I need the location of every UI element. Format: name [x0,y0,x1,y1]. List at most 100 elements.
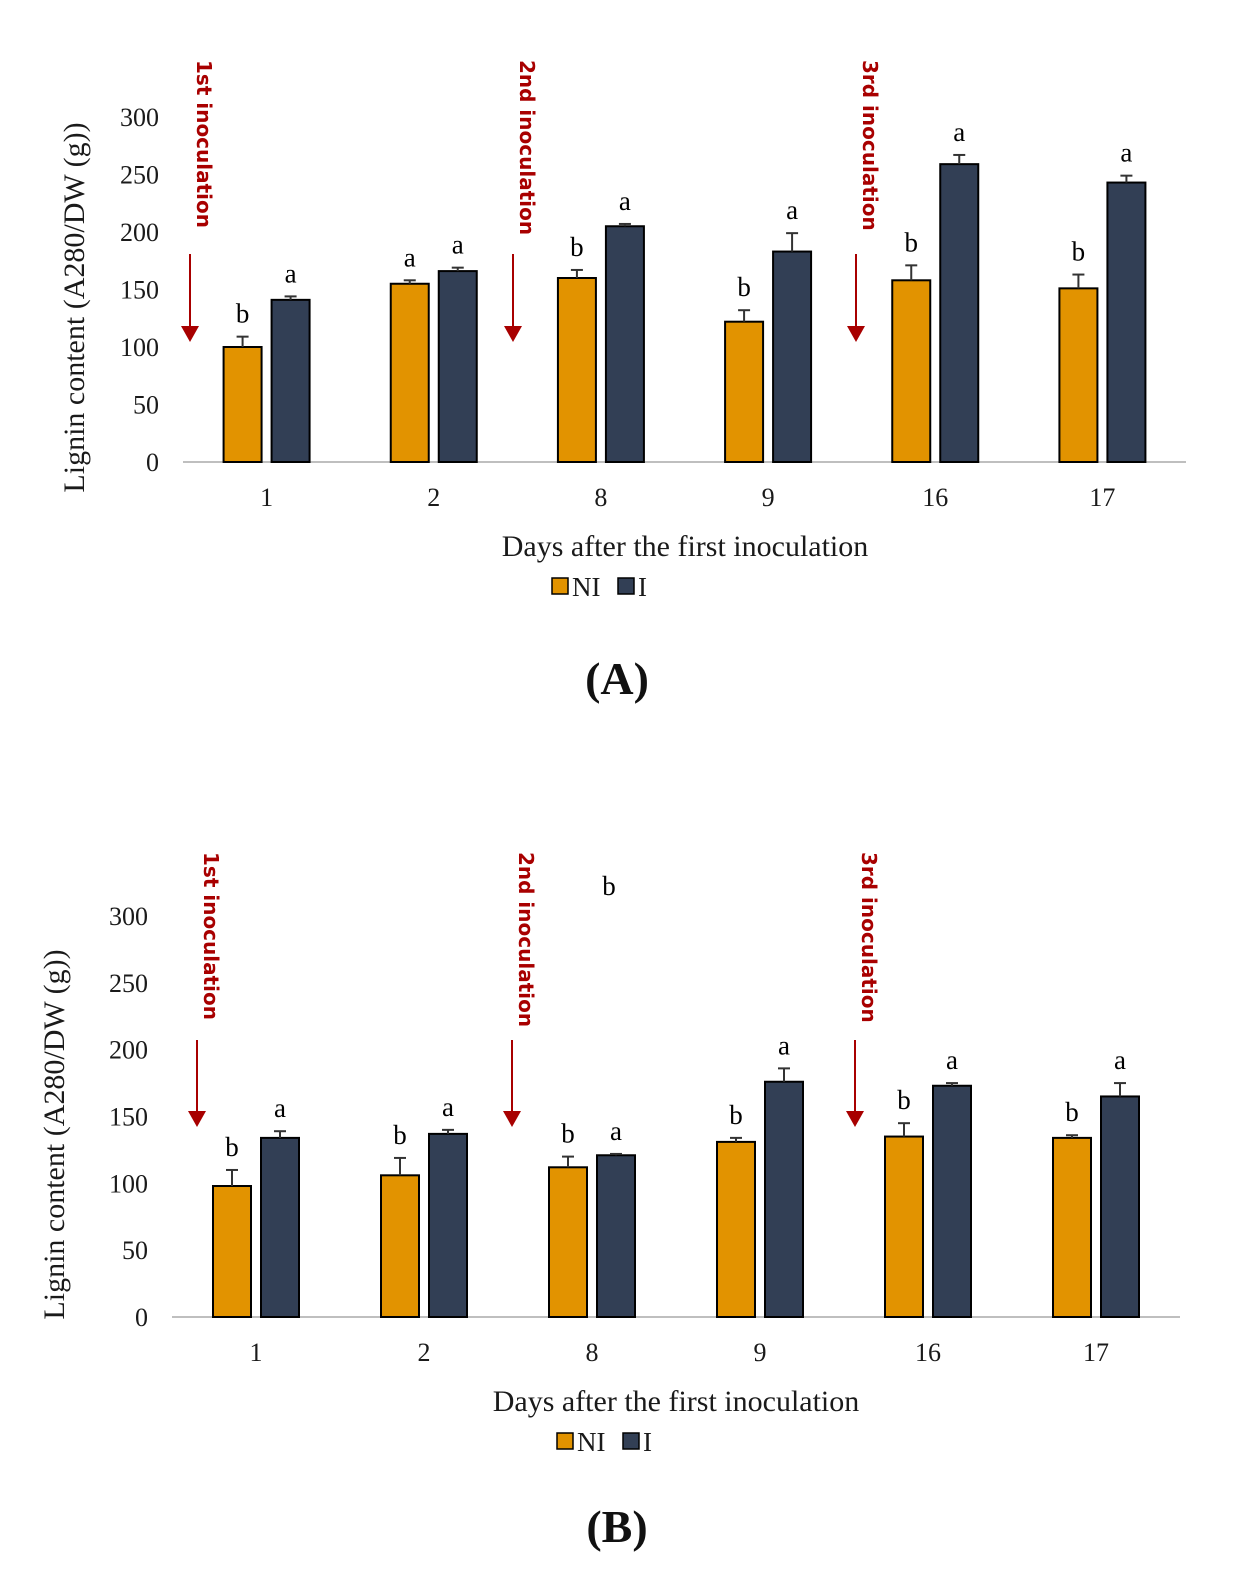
y-tick-label: 50 [133,391,159,420]
bar-ni-day-17 [1052,1136,1092,1318]
bar-ni-day-9 [716,1140,756,1318]
significance-letter: a [452,230,464,260]
significance-letter: b [570,232,584,262]
significance-letter: b [225,1132,239,1162]
y-tick-label: 200 [109,1036,148,1065]
bar-i-day-1 [260,1136,300,1318]
bar-i-day-2 [437,270,478,463]
y-tick-label: 100 [120,333,159,362]
x-tick-label: 8 [586,1338,599,1367]
bar-i-day-16 [932,1084,972,1318]
x-tick-label: 2 [427,483,440,512]
bar-ni-day-16 [884,1135,924,1318]
significance-letter: b [897,1085,911,1115]
chart-a-svg: 0 50 100 150 200 250 300 Lignin content (A280/D… [58,60,1186,602]
significance-letter: b [905,227,919,257]
significance-letter: a [404,242,416,272]
x-tick-label: 17 [1083,1338,1109,1367]
y-tick-label: 0 [135,1303,148,1332]
significance-letter: b [236,299,250,329]
x-tick-label: 2 [418,1338,431,1367]
y-tick-label: 100 [109,1169,148,1198]
y-tick-label: 150 [109,1103,148,1132]
bar-ni-day-8 [548,1166,588,1318]
significance-letter: a [285,258,297,288]
legend-swatch-i [617,577,635,595]
y-tick-label: 200 [120,218,159,247]
bar-ni-day-8 [556,277,597,463]
significance-letter: a [953,117,965,147]
significance-letter: a [786,195,798,225]
legend-label-ni: NI [577,1427,606,1457]
significance-letter: a [1114,1045,1126,1075]
x-tick-label: 9 [762,483,775,512]
significance-letter: b [393,1120,407,1150]
y-tick-label: 300 [120,103,159,132]
panel-label-a: (A) [585,653,649,704]
inoculation-arrow-head [847,326,865,342]
inoculation-label: 1st inoculation [199,852,223,1020]
x-axis-title: Days after the first inoculation [502,530,869,563]
significance-letter: b [1065,1097,1079,1127]
bar-i-day-8 [596,1154,636,1318]
significance-letter: a [274,1093,286,1123]
inoculation-label: 2nd inoculation [514,852,538,1027]
x-tick-label: 8 [594,483,607,512]
bar-i-day-9 [764,1080,804,1318]
bar-ni-day-9 [724,320,765,464]
bar-i-day-8 [604,225,645,463]
bar-i-day-9 [772,250,813,463]
bar-ni-day-17 [1058,287,1099,463]
legend-swatch-i [622,1432,640,1450]
legend-swatch-ni [551,577,569,595]
x-tick-label: 16 [915,1338,941,1367]
bar-ni-day-16 [891,279,932,463]
y-axis-title: Lignin content (A280/DW (g)) [38,949,71,1319]
inoculation-label: 1st inoculation [192,60,216,228]
x-tick-label: 9 [754,1338,767,1367]
inoculation-label: 2nd inoculation [515,60,539,235]
y-tick-label: 300 [109,902,148,931]
inoculation-label: 3rd inoculation [858,60,882,231]
inoculation-arrow-head [504,326,522,342]
y-tick-label: 50 [122,1236,148,1265]
bar-ni-day-1 [222,346,263,463]
panel-label-b: (B) [586,1501,648,1552]
significance-letter: a [610,1116,622,1146]
significance-letter: b [729,1100,743,1130]
chart-b-svg: 0 50 100 150 200 250 300 Lignin content (A280/D… [38,852,1180,1457]
significance-letter: b [561,1119,575,1149]
inoculation-arrow-head [846,1111,864,1127]
chart-panel-b: 0 50 100 150 200 250 300 Lignin content (A280/D… [0,800,1234,1584]
bar-i-day-16 [939,163,980,463]
x-axis-title: Days after the first inoculation [493,1385,860,1418]
bar-ni-day-2 [389,282,430,463]
y-tick-label: 150 [120,276,159,305]
bar-i-day-17 [1106,181,1147,464]
significance-letter: a [442,1092,454,1122]
inoculation-arrow-head [503,1111,521,1127]
x-tick-label: 1 [250,1338,263,1367]
significance-letter: b [1072,237,1086,267]
significance-letter: b [737,272,751,302]
y-tick-label: 250 [120,161,159,190]
y-tick-label: 0 [146,448,159,477]
legend-swatch-ni [556,1432,574,1450]
legend-label-i: I [638,572,647,602]
significance-letter: a [946,1045,958,1075]
bar-i-day-17 [1100,1095,1140,1319]
inoculation-arrow-head [188,1111,206,1127]
legend-label-i: I [643,1427,652,1457]
significance-letter: a [778,1030,790,1060]
bar-i-day-1 [270,298,311,463]
x-tick-label: 1 [260,483,273,512]
y-tick-label: 250 [109,969,148,998]
y-axis-title: Lignin content (A280/DW (g)) [58,122,91,492]
bar-ni-day-2 [380,1174,420,1318]
bar-i-day-2 [428,1132,468,1319]
chart-panel-a: 0 50 100 150 200 250 300 Lignin content (A280/D… [0,0,1234,760]
bar-ni-day-1 [212,1185,252,1318]
stray-significance-letter: b [602,871,616,901]
x-tick-label: 16 [922,483,948,512]
significance-letter: a [619,186,631,216]
